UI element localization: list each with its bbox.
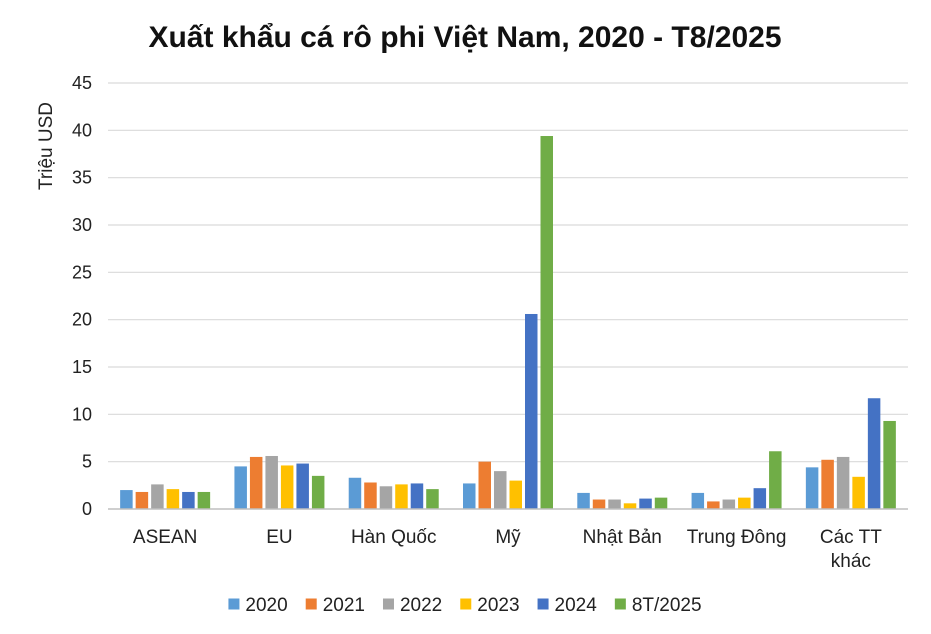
bar-2021-2 (364, 482, 377, 509)
bar-2022-5 (722, 499, 736, 509)
bar-8T2025-0 (197, 491, 211, 509)
bar-8T2025-5 (769, 451, 782, 509)
y-tick-label: 45 (72, 73, 92, 93)
bar-2024-3 (525, 313, 538, 509)
bar-2024-4 (639, 498, 652, 509)
bar-2020-6 (805, 467, 819, 509)
bar-2024-5 (753, 488, 767, 509)
legend-label: 2022 (400, 595, 442, 616)
legend-swatch (537, 598, 549, 610)
bar-2020-1 (234, 466, 247, 509)
y-tick-label: 15 (72, 357, 92, 377)
x-category-label: Các TT (820, 527, 882, 548)
bar-8T2025-4 (654, 497, 668, 509)
y-axis-label: Triệu USD (36, 102, 57, 190)
legend-label: 2020 (245, 595, 287, 616)
bar-2020-3 (463, 483, 476, 509)
bar-2022-4 (608, 499, 621, 509)
bar-2020-4 (577, 492, 590, 509)
x-category-label: khác (831, 551, 871, 572)
bar-2023-0 (166, 489, 180, 509)
bar-2022-2 (379, 486, 393, 509)
bar-2021-0 (135, 491, 149, 509)
bar-2023-1 (280, 465, 294, 509)
x-category-label: ASEAN (133, 527, 197, 548)
x-axis-categories: ASEAN EU Hàn Quốc Mỹ Nhật Bản Trung Đông Các T… (133, 527, 882, 572)
bar-2022-0 (151, 484, 164, 509)
x-category-label: Nhật Bản (583, 527, 662, 548)
bar-2024-1 (296, 463, 309, 509)
legend-label: 2021 (323, 595, 365, 616)
legend: 2020 2021 2022 2023 2024 8T/2025 (228, 595, 702, 616)
bar-2024-0 (182, 491, 195, 509)
y-tick-label: 40 (72, 120, 92, 140)
bar-2024-6 (867, 398, 881, 509)
bar-2023-3 (509, 480, 522, 509)
chart-title: Xuất khẩu cá rô phi Việt Nam, 2020 - T8/… (148, 21, 781, 54)
bar-2020-2 (348, 477, 362, 509)
x-category-label: Hàn Quốc (351, 527, 437, 548)
legend-swatch (228, 598, 240, 610)
y-tick-label: 5 (82, 452, 92, 472)
legend-swatch (382, 598, 394, 610)
bar-2020-5 (691, 492, 705, 509)
bar-2021-1 (249, 456, 263, 509)
bar-2022-1 (265, 455, 278, 509)
bar-2024-2 (410, 483, 424, 509)
legend-label: 8T/2025 (632, 595, 702, 616)
bar-2021-3 (478, 461, 491, 509)
bar-8T2025-1 (311, 475, 325, 509)
legend-swatch (460, 598, 472, 610)
bar-8T2025-6 (883, 420, 896, 509)
bar-2022-3 (494, 471, 507, 509)
x-category-label: EU (266, 527, 292, 548)
x-category-label: Trung Đông (687, 527, 787, 548)
y-tick-label: 30 (72, 215, 92, 235)
bar-8T2025-3 (540, 136, 553, 509)
bars (120, 136, 896, 509)
y-tick-label: 10 (72, 404, 92, 424)
y-tick-label: 0 (82, 499, 92, 519)
bar-2021-4 (592, 499, 606, 509)
legend-label: 2024 (555, 595, 598, 616)
y-tick-label: 20 (72, 310, 92, 330)
bar-2023-6 (852, 476, 865, 509)
bar-2022-6 (836, 456, 850, 509)
bar-2020-0 (120, 490, 133, 509)
legend-swatch (305, 598, 317, 610)
legend-label: 2023 (477, 595, 519, 616)
bar-2021-5 (707, 501, 720, 509)
bar-2023-2 (395, 484, 408, 509)
gridlines (108, 82, 908, 463)
bar-2021-6 (821, 459, 834, 509)
bar-2023-5 (738, 497, 751, 509)
y-tick-label: 25 (72, 262, 92, 282)
bar-8T2025-2 (426, 489, 439, 509)
bar-2023-4 (623, 503, 637, 509)
y-axis-ticks: 0 5 10 15 20 25 30 35 40 45 (72, 73, 92, 519)
x-category-label: Mỹ (495, 527, 521, 548)
y-tick-label: 35 (72, 168, 92, 188)
legend-swatch (614, 598, 626, 610)
